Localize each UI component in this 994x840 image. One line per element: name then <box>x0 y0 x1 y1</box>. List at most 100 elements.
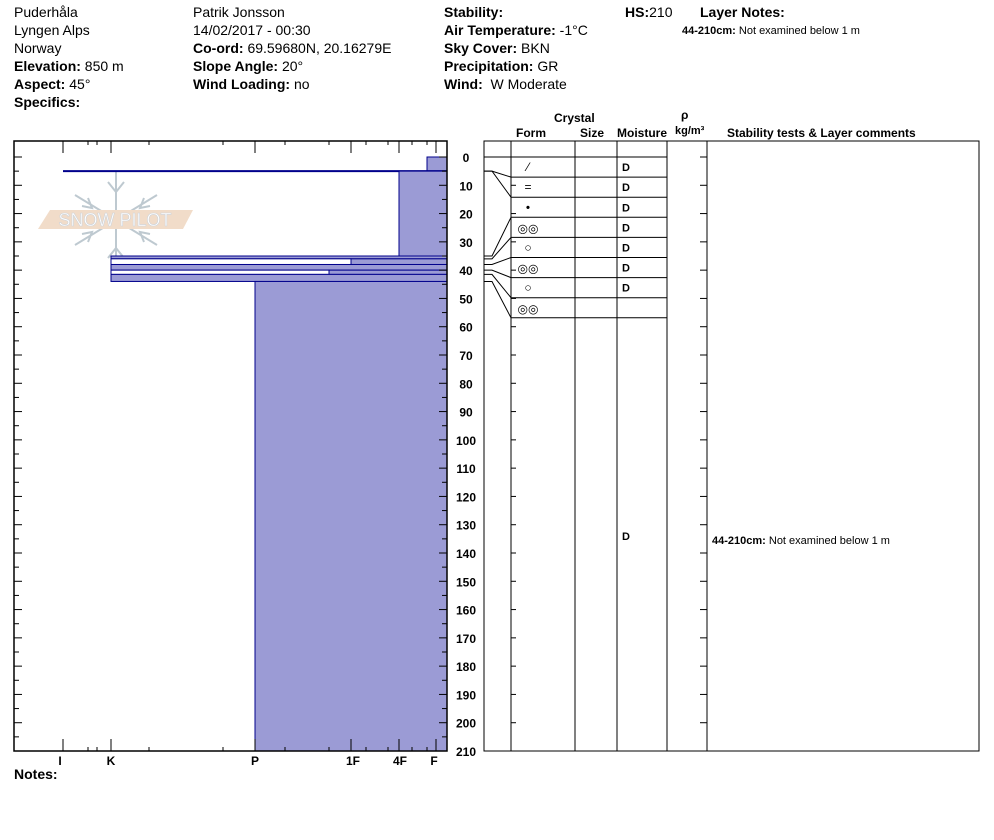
hardness-bar <box>110 273 448 282</box>
slope-value: 20° <box>281 58 304 74</box>
layer-connector <box>484 257 512 265</box>
y-tick-label: 210 <box>456 745 476 759</box>
layer-connector <box>484 269 512 279</box>
elevation-value: 850 m <box>84 58 124 74</box>
country: Norway <box>14 40 62 56</box>
wind-loading: Wind Loading: no <box>193 75 310 93</box>
y-tick-label: 80 <box>459 377 473 391</box>
crystal-form: ○ <box>524 281 531 295</box>
y-tick-label: 140 <box>456 547 476 561</box>
wind-loading-label: Wind Loading: <box>193 76 291 92</box>
y-tick-label: 120 <box>456 490 476 504</box>
hardness-bar <box>110 263 448 271</box>
precip-value: GR <box>537 58 559 74</box>
header-comments: Stability tests & Layer comments <box>727 126 916 140</box>
layer-note-range: 44-210cm: <box>682 25 736 37</box>
moisture-value: D <box>622 242 630 254</box>
layer-comment-range: 44-210cm: <box>712 535 769 547</box>
datetime: 14/02/2017 - 00:30 <box>193 22 311 38</box>
moisture-value: D <box>622 283 630 295</box>
air-temp: Air Temperature: -1°C <box>444 21 588 39</box>
crystal-form: ◎◎ <box>518 302 539 316</box>
sky-cover: Sky Cover: BKN <box>444 39 550 57</box>
coord-value: 69.59680N, 20.16279E <box>247 40 392 56</box>
y-tick-label: 0 <box>463 151 470 165</box>
moisture-value: D <box>622 162 630 174</box>
moisture-value: D <box>622 202 630 214</box>
aspect: Aspect: 45° <box>14 75 90 93</box>
y-tick-label: 130 <box>456 519 476 533</box>
coord: Co-ord: 69.59680N, 20.16279E <box>193 39 391 57</box>
hs-value: 210 <box>649 4 673 20</box>
header-rho: ρ <box>681 108 689 122</box>
crystal-form: ⁄ <box>524 160 531 174</box>
moisture-value: D <box>622 222 630 234</box>
hardness-bar-outline <box>110 258 352 265</box>
location: Puderhåla <box>14 4 78 20</box>
layer-connector <box>484 217 512 257</box>
y-tick-label: 180 <box>456 660 476 674</box>
header-crystal: Crystal <box>554 111 595 125</box>
x-tick-label: P <box>251 754 259 768</box>
crystal-form: ◎◎ <box>518 221 539 235</box>
y-tick-label: 150 <box>456 575 476 589</box>
aspect-value: 45° <box>69 76 91 92</box>
moisture-value: D <box>622 263 630 275</box>
elevation: Elevation: 850 m <box>14 57 124 75</box>
observer: Patrik Jonsson <box>193 4 285 20</box>
coord-label: Co-ord: <box>193 40 244 56</box>
hardness-bar <box>426 156 448 172</box>
header-size: Size <box>580 126 605 140</box>
hardness-bar <box>328 269 448 275</box>
sky-value: BKN <box>521 40 550 56</box>
x-tick-label: I <box>58 754 61 768</box>
crystal-form: = <box>524 180 531 194</box>
y-tick-label: 90 <box>459 406 473 420</box>
x-tick-label: K <box>107 754 116 768</box>
hardness-bar <box>350 258 448 265</box>
layer-notes-label: Layer Notes: <box>700 4 785 20</box>
layer-note: 44-210cm: Not examined below 1 m <box>682 22 860 40</box>
y-tick-label: 110 <box>456 462 476 476</box>
y-tick-label: 200 <box>456 717 476 731</box>
moisture-value: D <box>622 531 630 543</box>
layer-connector <box>484 273 512 299</box>
profile-frame <box>13 140 448 752</box>
specifics-label: Specifics: <box>14 94 81 110</box>
crystal-form: • <box>526 200 530 214</box>
y-tick-label: 20 <box>459 208 473 222</box>
layer-comment-text: Not examined below 1 m <box>769 535 890 547</box>
y-tick-label: 160 <box>456 604 476 618</box>
y-tick-label: 170 <box>456 632 476 646</box>
wind-loading-value: no <box>293 76 310 92</box>
hs: HS:210 <box>625 3 672 21</box>
layer-connector <box>484 237 512 260</box>
hardness-bar-outline <box>110 269 330 275</box>
slope: Slope Angle: 20° <box>193 57 303 75</box>
precip-label: Precipitation: <box>444 58 534 74</box>
wind-value: W Moderate <box>490 76 567 92</box>
layer-connector <box>484 280 512 319</box>
stability-label: Stability: <box>444 4 504 20</box>
hs-label: HS: <box>625 4 650 20</box>
header-density-unit: kg/m³ <box>675 125 705 137</box>
range: Lyngen Alps <box>14 22 90 38</box>
y-tick-label: 100 <box>456 434 476 448</box>
snowpilot-logo: SNOW PILOT <box>38 172 193 268</box>
crystal-form: ◎◎ <box>518 262 539 276</box>
layer-connector <box>484 170 512 178</box>
aspect-label: Aspect: <box>14 76 66 92</box>
layer-connector <box>484 170 512 198</box>
logo-text: SNOW PILOT <box>58 210 171 230</box>
air-temp-label: Air Temperature: <box>444 22 556 38</box>
header-moisture: Moisture <box>617 126 668 140</box>
sky-label: Sky Cover: <box>444 40 518 56</box>
y-tick-label: 10 <box>459 179 473 193</box>
y-tick-label: 50 <box>459 292 473 306</box>
wind: Wind: W Moderate <box>444 75 567 93</box>
x-tick-label: F <box>430 754 437 768</box>
air-temp-value: -1°C <box>559 22 588 38</box>
logo-banner <box>38 210 193 229</box>
wind-label: Wind: <box>444 76 483 92</box>
